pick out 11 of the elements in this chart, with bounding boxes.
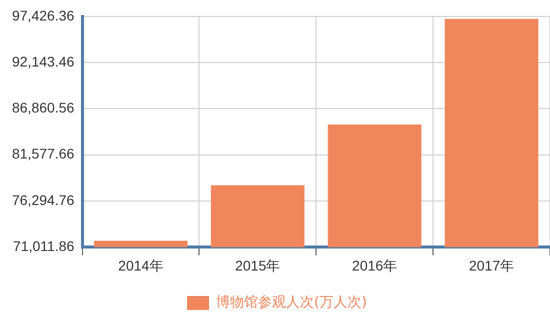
x-tick-label: 2016年: [352, 257, 398, 274]
y-tick-label: 92,143.46: [12, 53, 74, 70]
y-tick-label: 76,294.76: [12, 192, 74, 208]
y-tick-label: 71,011.86: [13, 238, 74, 254]
x-tick-label: 2015年: [235, 257, 280, 274]
y-tick-label: 81,577.66: [12, 146, 74, 162]
legend-label: 博物馆参观人次(万人次): [216, 294, 367, 311]
x-tick-label: 2014年: [118, 257, 164, 274]
y-tick-label: 86,860.56: [12, 100, 74, 116]
x-tick-label: 2017年: [468, 257, 514, 274]
y-tick-label: 97,426.36: [12, 7, 74, 24]
